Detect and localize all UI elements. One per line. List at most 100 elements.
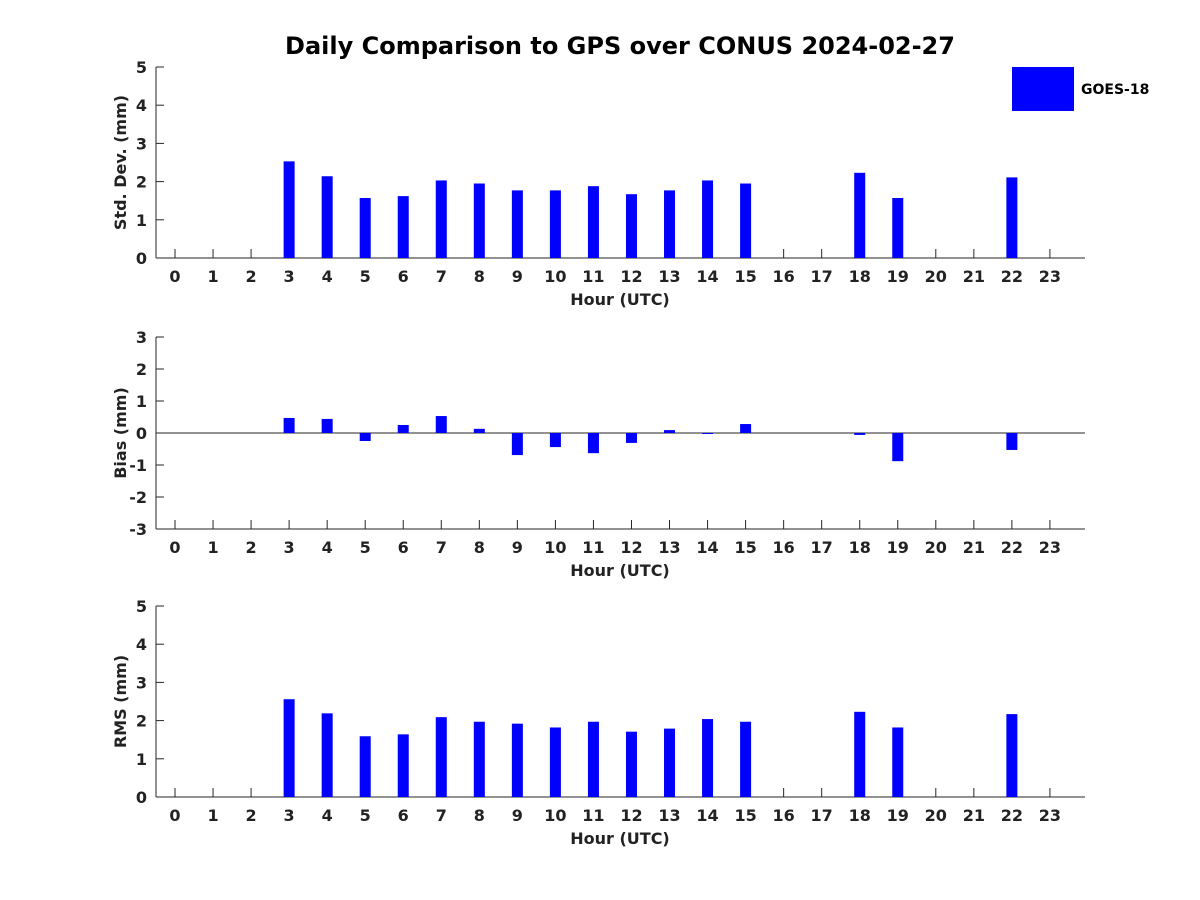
bar-hour-14	[702, 433, 714, 434]
x-tick-label: 14	[696, 806, 718, 825]
bar-hour-14	[702, 719, 714, 797]
bar-hour-7	[435, 416, 447, 433]
bar-hour-10	[549, 433, 561, 448]
x-tick-label: 18	[849, 267, 871, 286]
bar-hour-13	[664, 190, 676, 258]
x-tick-label: 3	[284, 806, 295, 825]
x-tick-label: 22	[1001, 267, 1023, 286]
x-tick-label: 23	[1039, 267, 1061, 286]
x-tick-label: 15	[734, 806, 756, 825]
y-axis-label: RMS (mm)	[111, 655, 130, 748]
x-tick-label: 11	[582, 538, 604, 557]
x-tick-label: 8	[474, 806, 485, 825]
x-tick-label: 10	[544, 538, 566, 557]
x-tick-label: 22	[1001, 538, 1023, 557]
bar-hour-6	[397, 734, 409, 797]
x-tick-label: 19	[887, 267, 909, 286]
x-tick-label: 9	[512, 538, 523, 557]
bar-hour-3	[283, 417, 295, 433]
bar-hour-3	[283, 699, 295, 797]
bar-hour-13	[664, 430, 676, 433]
bar-hour-5	[359, 433, 371, 441]
bar-hour-22	[1006, 714, 1018, 797]
bar-hour-13	[664, 728, 676, 797]
x-axis-label: Hour (UTC)	[570, 561, 670, 580]
y-tick-label: 1	[136, 211, 147, 230]
x-tick-label: 14	[696, 538, 718, 557]
bar-hour-12	[625, 433, 637, 443]
x-tick-label: 7	[436, 806, 447, 825]
x-tick-label: 6	[398, 267, 409, 286]
x-tick-label: 13	[658, 806, 680, 825]
bar-hour-3	[283, 161, 295, 258]
x-tick-label: 10	[544, 267, 566, 286]
bar-hour-4	[321, 418, 333, 433]
bar-hour-22	[1006, 177, 1018, 258]
bar-hour-4	[321, 713, 333, 797]
x-tick-label: 11	[582, 806, 604, 825]
x-tick-label: 0	[169, 538, 180, 557]
x-tick-label: 19	[887, 538, 909, 557]
x-tick-label: 19	[887, 806, 909, 825]
x-tick-label: 22	[1001, 806, 1023, 825]
x-tick-label: 20	[925, 267, 947, 286]
x-tick-label: 21	[963, 806, 985, 825]
bar-hour-15	[740, 183, 752, 258]
x-tick-label: 12	[620, 267, 642, 286]
bar-hour-11	[587, 186, 599, 258]
x-tick-label: 16	[773, 267, 795, 286]
y-tick-label: 3	[136, 328, 147, 347]
x-tick-label: 12	[620, 806, 642, 825]
x-tick-label: 10	[544, 806, 566, 825]
x-axis-label: Hour (UTC)	[570, 290, 670, 309]
x-tick-label: 13	[658, 538, 680, 557]
x-tick-label: 6	[398, 806, 409, 825]
x-tick-label: 2	[246, 267, 257, 286]
x-tick-label: 4	[322, 806, 333, 825]
bar-hour-12	[625, 194, 637, 258]
bar-hour-8	[473, 183, 485, 258]
bar-hour-18	[854, 711, 866, 797]
x-tick-label: 8	[474, 267, 485, 286]
bar-hour-19	[892, 198, 904, 258]
bar-hour-18	[854, 172, 866, 258]
x-axis-label: Hour (UTC)	[570, 829, 670, 848]
x-tick-label: 5	[360, 267, 371, 286]
x-tick-label: 15	[734, 538, 756, 557]
y-tick-label: 4	[136, 635, 147, 654]
bar-hour-6	[397, 425, 409, 433]
x-tick-label: 21	[963, 267, 985, 286]
bar-hour-19	[892, 433, 904, 462]
x-tick-label: 17	[811, 267, 833, 286]
y-tick-label: 2	[136, 360, 147, 379]
bar-hour-11	[587, 721, 599, 797]
x-tick-label: 7	[436, 538, 447, 557]
x-tick-label: 7	[436, 267, 447, 286]
x-tick-label: 20	[925, 538, 947, 557]
x-tick-label: 17	[811, 806, 833, 825]
bar-hour-6	[397, 196, 409, 258]
x-tick-label: 4	[322, 267, 333, 286]
bar-hour-7	[435, 180, 447, 258]
bar-hour-15	[740, 424, 752, 433]
x-tick-label: 21	[963, 538, 985, 557]
x-tick-label: 1	[207, 538, 218, 557]
x-tick-label: 23	[1039, 538, 1061, 557]
x-tick-label: 9	[512, 267, 523, 286]
bar-hour-10	[549, 190, 561, 258]
legend-label: GOES-18	[1081, 82, 1149, 98]
y-tick-label: 2	[136, 712, 147, 731]
x-tick-label: 9	[512, 806, 523, 825]
bar-hour-9	[511, 190, 523, 258]
x-tick-label: 0	[169, 267, 180, 286]
y-tick-label: 5	[136, 58, 147, 77]
x-tick-label: 18	[849, 806, 871, 825]
x-tick-label: 20	[925, 806, 947, 825]
x-tick-label: 17	[811, 538, 833, 557]
x-tick-label: 16	[773, 538, 795, 557]
y-tick-label: 2	[136, 173, 147, 192]
